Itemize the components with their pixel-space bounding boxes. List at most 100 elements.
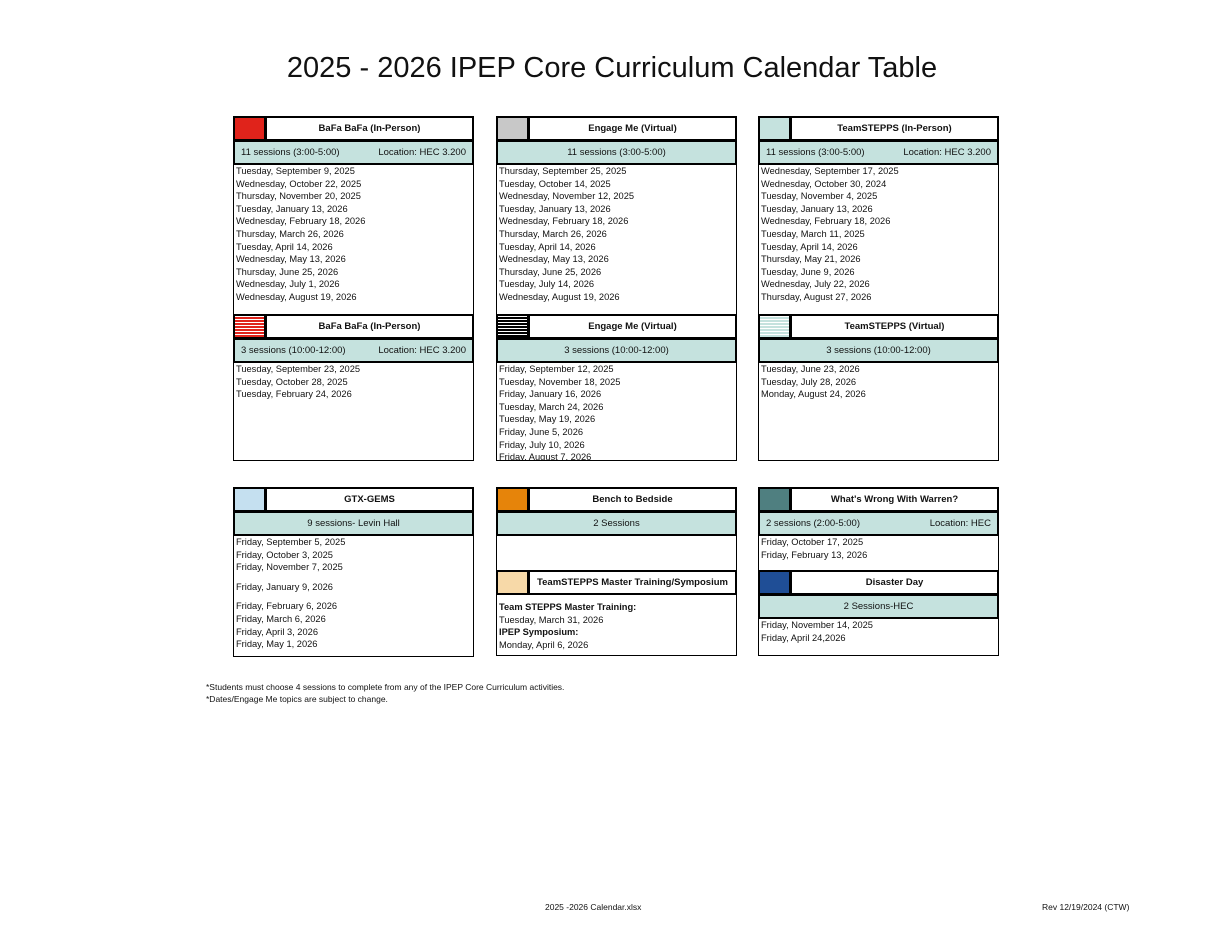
card-title: BaFa BaFa (In-Person) [318, 123, 421, 134]
session-date: Tuesday, March 11, 2025 [761, 228, 865, 239]
date-list: Friday, November 14, 2025 Friday, April 2… [758, 619, 999, 656]
color-swatch [235, 489, 267, 510]
course-card: Disaster Day 2 Sessions-HEC Friday, Nove… [758, 570, 999, 656]
session-date: Thursday, March 26, 2026 [236, 228, 344, 239]
session-date: Tuesday, January 13, 2026 [236, 203, 348, 214]
session-date: Friday, November 7, 2025 [236, 562, 343, 573]
session-date: Wednesday, November 12, 2025 [499, 191, 635, 202]
date-list: Friday, October 17, 2025 Friday, February… [758, 536, 999, 571]
session-date: Tuesday, April 14, 2026 [236, 241, 333, 252]
card-subheader: 2 Sessions-HEC [758, 595, 999, 619]
session-date: Thursday, September 25, 2025 [499, 166, 627, 176]
location: Location: HEC 3.200 [378, 345, 466, 356]
session-info: 11 sessions (3:00-5:00) [766, 147, 865, 158]
session-date: Tuesday, March 31, 2026 [499, 614, 604, 625]
date-list: Tuesday, June 23, 2026 Tuesday, July 28, … [758, 363, 999, 461]
session-date: Friday, May 1, 2026 [236, 639, 318, 650]
color-swatch [498, 118, 530, 139]
session-date: Wednesday, July 22, 2026 [761, 279, 870, 290]
date-list: Tuesday, September 23, 2025 Tuesday, Octo… [233, 363, 474, 461]
card-header: BaFa BaFa (In-Person) [233, 116, 474, 141]
note-choose-sessions: *Students must choose 4 sessions to comp… [206, 682, 565, 692]
session-date: Friday, March 6, 2026 [236, 613, 326, 624]
session-date: Wednesday, July 1, 2026 [236, 279, 340, 290]
color-swatch [760, 572, 792, 593]
session-date: Friday, April 3, 2026 [236, 626, 318, 637]
card-header: TeamSTEPPS (Virtual) [758, 314, 999, 339]
color-swatch [760, 489, 792, 510]
session-info: 3 sessions (10:00-12:00) [241, 345, 346, 356]
card-subheader: 3 sessions (10:00-12:00) Location: HEC 3… [233, 339, 474, 363]
page-title: 2025 - 2026 IPEP Core Curriculum Calenda… [286, 52, 938, 84]
session-date: Wednesday, May 13, 2026 [499, 254, 609, 265]
card-title: GTX-GEMS [344, 494, 395, 505]
section-label: Team STEPPS Master Training: [499, 602, 637, 612]
card-header: Engage Me (Virtual) [496, 314, 737, 339]
footer-filename: 2025 -2026 Calendar.xlsx [545, 902, 642, 912]
session-date: Wednesday, September 17, 2025 [761, 166, 899, 176]
session-date: Tuesday, October 28, 2025 [236, 376, 348, 387]
session-date: Tuesday, January 13, 2026 [499, 203, 611, 214]
course-card: What's Wrong With Warren? 2 sessions (2:… [758, 487, 999, 571]
session-date: Wednesday, February 18, 2026 [761, 216, 891, 227]
course-card: TeamSTEPPS Master Training/Symposium Team… [496, 570, 737, 656]
session-date: Thursday, June 25, 2026 [236, 266, 339, 277]
session-date: Monday, April 6, 2026 [499, 639, 589, 650]
date-list: Thursday, September 25, 2025 Tuesday, Oct… [496, 165, 737, 315]
session-date: Friday, April 24,2026 [761, 632, 846, 643]
session-date: Friday, January 16, 2026 [499, 389, 602, 400]
session-date: Friday, February 13, 2026 [761, 549, 868, 560]
session-date: Wednesday, October 22, 2025 [236, 178, 362, 189]
date-list: Friday, September 5, 2025 Friday, October… [233, 536, 474, 657]
date-list [496, 536, 737, 571]
session-date: Thursday, March 26, 2026 [499, 228, 607, 239]
course-card: Engage Me (Virtual) 11 sessions (3:00-5:… [496, 116, 737, 315]
card-title: TeamSTEPPS Master Training/Symposium [537, 577, 728, 588]
session-date: Thursday, November 20, 2025 [236, 191, 361, 202]
session-date: Thursday, August 27, 2026 [761, 291, 872, 302]
card-subheader: 2 Sessions [496, 512, 737, 536]
session-date: Tuesday, February 24, 2026 [236, 389, 352, 400]
card-subheader: 11 sessions (3:00-5:00) Location: HEC 3.… [233, 141, 474, 165]
course-card: GTX-GEMS 9 sessions- Levin Hall Friday, … [233, 487, 474, 657]
location: Location: HEC 3.200 [903, 147, 991, 158]
card-header: TeamSTEPPS Master Training/Symposium [496, 570, 737, 595]
session-date: Monday, August 24, 2026 [761, 389, 866, 400]
session-date: Friday, September 5, 2025 [236, 537, 346, 547]
session-date: Tuesday, April 14, 2026 [761, 241, 858, 252]
session-date: Tuesday, September 9, 2025 [236, 166, 355, 176]
course-card: TeamSTEPPS (Virtual) 3 sessions (10:00-1… [758, 314, 999, 461]
color-swatch [498, 489, 530, 510]
session-info: 3 sessions (10:00-12:00) [826, 345, 931, 356]
card-header: BaFa BaFa (In-Person) [233, 314, 474, 339]
card-title: BaFa BaFa (In-Person) [318, 321, 421, 332]
session-info: 11 sessions (3:00-5:00) [567, 147, 666, 158]
note-subject-to-change: *Dates/Engage Me topics are subject to c… [206, 694, 388, 704]
session-date: Tuesday, October 14, 2025 [499, 178, 611, 189]
section-label: IPEP Symposium: [499, 627, 579, 638]
session-date: Tuesday, November 18, 2025 [499, 376, 621, 387]
date-list: Tuesday, September 9, 2025 Wednesday, Oct… [233, 165, 474, 315]
session-info: 2 Sessions [593, 518, 640, 529]
location: Location: HEC [929, 518, 991, 529]
card-title: TeamSTEPPS (Virtual) [844, 321, 945, 332]
session-date: Tuesday, April 14, 2026 [499, 241, 596, 252]
session-info: 11 sessions (3:00-5:00) [241, 147, 340, 158]
session-date: Tuesday, June 23, 2026 [761, 364, 860, 374]
session-date: Wednesday, May 13, 2026 [236, 254, 346, 265]
date-list: Team STEPPS Master Training: Tuesday, Mar… [496, 595, 737, 656]
session-date: Tuesday, July 28, 2026 [761, 376, 857, 387]
session-date: Wednesday, August 19, 2026 [499, 291, 620, 302]
session-info: 9 sessions- Levin Hall [307, 518, 400, 529]
location: Location: HEC 3.200 [378, 147, 466, 158]
card-header: TeamSTEPPS (In-Person) [758, 116, 999, 141]
session-info: 3 sessions (10:00-12:00) [564, 345, 669, 356]
session-date: Wednesday, August 19, 2026 [236, 291, 357, 302]
session-date: Tuesday, March 24, 2026 [499, 401, 604, 412]
course-card: Bench to Bedside 2 Sessions [496, 487, 737, 571]
course-card: BaFa BaFa (In-Person) 3 sessions (10:00-… [233, 314, 474, 461]
session-date: Wednesday, February 18, 2026 [499, 216, 629, 227]
card-subheader: 3 sessions (10:00-12:00) [758, 339, 999, 363]
course-card: TeamSTEPPS (In-Person) 11 sessions (3:00… [758, 116, 999, 315]
